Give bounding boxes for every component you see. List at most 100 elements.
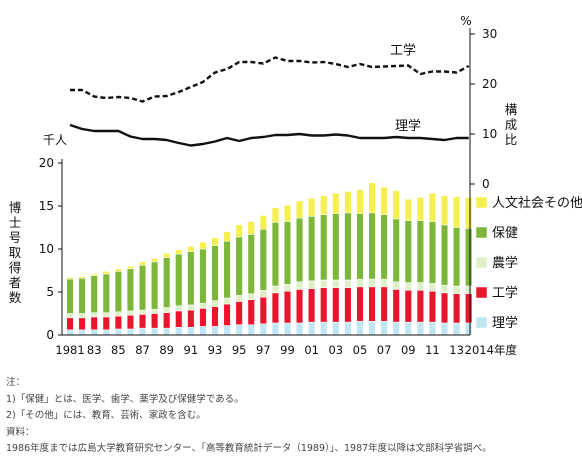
bar-segment xyxy=(235,301,243,325)
bar-segment xyxy=(428,290,436,323)
bar-segment xyxy=(199,248,207,304)
bar-segment xyxy=(416,282,424,291)
bar-segment xyxy=(247,234,255,294)
share-line-label: 理学 xyxy=(395,118,421,134)
bar-segment xyxy=(211,245,219,301)
bar-segment xyxy=(296,289,304,324)
bar-segment xyxy=(126,268,134,312)
bar-segment xyxy=(283,221,292,285)
bar-segment xyxy=(453,322,461,336)
bar-segment xyxy=(102,271,110,275)
bar-segment xyxy=(428,283,436,292)
bar-segment xyxy=(199,308,207,327)
bar-segment xyxy=(344,287,352,323)
bar-segment xyxy=(259,296,267,325)
y2-tick-label: 10 xyxy=(482,127,497,141)
note-1: 1)「保健」とは、医学、歯学、薬学及び保健学である。 xyxy=(6,393,244,405)
bar-segment xyxy=(320,321,328,336)
bar-segment xyxy=(114,268,122,272)
bar-segment xyxy=(440,224,449,286)
legend-label: 理学 xyxy=(492,315,518,331)
bar-segment xyxy=(368,182,376,214)
bar-segment xyxy=(223,303,231,326)
x-tick-label: 05 xyxy=(353,343,368,357)
bar-segment xyxy=(151,313,159,329)
legend-swatch xyxy=(475,196,488,209)
bar-segment xyxy=(259,228,267,291)
axes-layer xyxy=(58,28,475,336)
bar-segment xyxy=(320,287,328,323)
bar-segment xyxy=(66,313,74,319)
bar-segment xyxy=(380,278,388,288)
share-line-label: 工学 xyxy=(390,43,416,59)
x-tick-label: 11 xyxy=(425,343,440,357)
bar-segment xyxy=(114,311,122,317)
bar-segment xyxy=(175,310,183,328)
bar-segment xyxy=(138,261,147,266)
bar-segment xyxy=(392,190,400,220)
legend-label: 保健 xyxy=(492,226,518,241)
y-axis-title-char: 者 xyxy=(9,275,22,290)
y2-tick-label: 30 xyxy=(482,27,497,41)
bar-segment xyxy=(392,321,400,336)
x-tick-label: 87 xyxy=(135,343,150,357)
bar-segment xyxy=(416,321,424,336)
y-tick-label: 20 xyxy=(39,156,54,170)
y-unit-label: 千人 xyxy=(43,133,67,147)
bar-segment xyxy=(308,216,316,282)
bar-segment xyxy=(271,207,279,223)
bar-segment xyxy=(102,316,110,331)
bar-segment xyxy=(416,197,424,221)
bar-segment xyxy=(175,327,183,336)
y-axis-title-char: 号 xyxy=(9,230,22,245)
bar-segment xyxy=(78,277,86,314)
x-tick-label: 91 xyxy=(184,343,199,357)
bar-segment xyxy=(66,329,74,336)
x-tick-label: 03 xyxy=(328,343,343,357)
bar-segment xyxy=(296,322,304,336)
bar-segment xyxy=(320,214,328,281)
bar-segment xyxy=(296,217,304,282)
bar-segment xyxy=(187,246,195,252)
bar-segment xyxy=(247,299,255,325)
legend-swatch xyxy=(475,256,488,269)
bar-segment xyxy=(175,249,183,255)
bar-segment xyxy=(332,192,340,214)
y-tick-label: 10 xyxy=(39,242,54,256)
bar-segment xyxy=(78,276,86,279)
bar-segment xyxy=(211,306,219,327)
bar-segment xyxy=(428,192,436,222)
bar-segment xyxy=(199,302,207,309)
bar-segment xyxy=(90,273,98,276)
bar-segment xyxy=(223,325,231,336)
bar-segment xyxy=(126,265,134,270)
bar-segment xyxy=(453,227,461,287)
y2-unit-label: % xyxy=(460,14,471,28)
bar-segment xyxy=(392,218,400,282)
bar-segment xyxy=(138,327,147,336)
bar-segment xyxy=(151,258,159,263)
y2-axis-title-char: 成 xyxy=(505,117,518,132)
bar-segment xyxy=(380,320,388,336)
share-line xyxy=(70,56,470,103)
line-layer xyxy=(69,56,470,147)
x-tick-label: 13 xyxy=(449,343,464,357)
legend-label: 人文社会その他 xyxy=(492,195,582,211)
x-tick-label: 83 xyxy=(87,343,102,357)
bar-segment xyxy=(465,285,473,294)
bar-segment xyxy=(283,322,292,336)
bar-segment xyxy=(102,273,110,313)
notes: 注： 1)「保健」とは、医学、歯学、薬学及び保健学である。 2)「その他」には、… xyxy=(6,375,578,458)
bar-segment xyxy=(296,281,304,290)
bar-segment xyxy=(211,300,219,307)
bar-segment xyxy=(114,271,122,313)
bar-segment xyxy=(440,292,449,324)
bar-segment xyxy=(320,279,328,288)
bar-segment xyxy=(151,261,159,310)
bar-segment xyxy=(320,195,328,215)
bar-segment xyxy=(332,321,340,336)
bar-segment xyxy=(380,214,388,280)
y2-tick-label: 20 xyxy=(482,77,497,91)
